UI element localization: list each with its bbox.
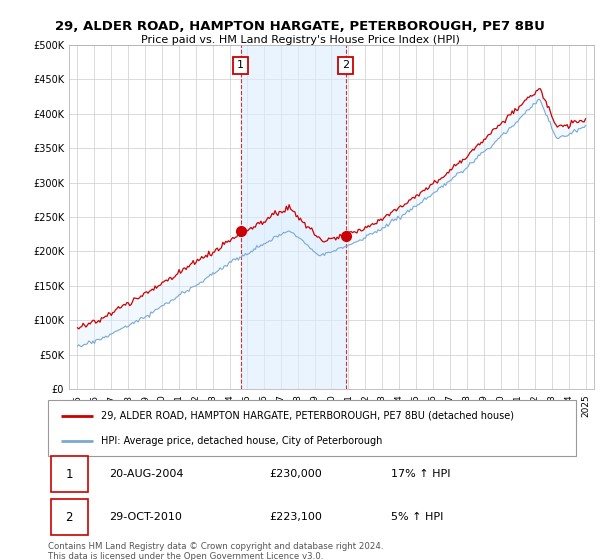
Text: 29, ALDER ROAD, HAMPTON HARGATE, PETERBOROUGH, PE7 8BU: 29, ALDER ROAD, HAMPTON HARGATE, PETERBO… xyxy=(55,20,545,32)
Bar xyxy=(50,499,88,535)
Text: 17% ↑ HPI: 17% ↑ HPI xyxy=(391,469,451,479)
Text: HPI: Average price, detached house, City of Peterborough: HPI: Average price, detached house, City… xyxy=(101,436,382,446)
Bar xyxy=(241,45,346,389)
Text: Contains HM Land Registry data © Crown copyright and database right 2024.
This d: Contains HM Land Registry data © Crown c… xyxy=(48,542,383,560)
Text: Price paid vs. HM Land Registry's House Price Index (HPI): Price paid vs. HM Land Registry's House … xyxy=(140,35,460,45)
Bar xyxy=(50,456,88,492)
Text: £223,100: £223,100 xyxy=(270,512,323,522)
Text: 1: 1 xyxy=(237,60,244,71)
Text: 29, ALDER ROAD, HAMPTON HARGATE, PETERBOROUGH, PE7 8BU (detached house): 29, ALDER ROAD, HAMPTON HARGATE, PETERBO… xyxy=(101,410,514,421)
Text: 2: 2 xyxy=(342,60,349,71)
Text: 5% ↑ HPI: 5% ↑ HPI xyxy=(391,512,443,522)
Text: 1: 1 xyxy=(65,468,73,480)
Text: 2: 2 xyxy=(65,511,73,524)
Text: 20-AUG-2004: 20-AUG-2004 xyxy=(109,469,183,479)
Text: £230,000: £230,000 xyxy=(270,469,323,479)
Text: 29-OCT-2010: 29-OCT-2010 xyxy=(109,512,182,522)
